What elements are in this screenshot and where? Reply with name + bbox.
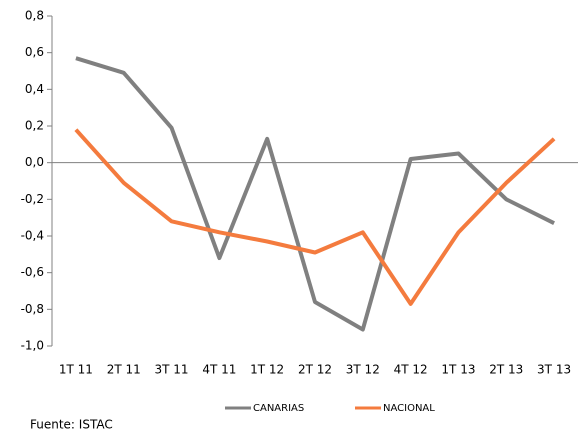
x-tick-label: 1T 11	[59, 363, 93, 377]
y-tick-label: -0,6	[21, 265, 44, 279]
y-tick-label: 0,8	[25, 9, 44, 23]
legend-label: CANARIAS	[253, 403, 304, 414]
y-tick-label: 0,0	[25, 155, 44, 169]
y-tick-label: 0,6	[25, 45, 44, 59]
x-tick-label: 3T 13	[537, 363, 571, 377]
y-tick-label: 0,2	[25, 119, 44, 133]
source-note: Fuente: ISTAC	[30, 418, 113, 432]
y-tick-label: -0,8	[21, 302, 44, 316]
x-tick-label: 3T 12	[346, 363, 380, 377]
y-tick-label: -1,0	[21, 339, 44, 353]
x-tick-label: 4T 12	[394, 363, 428, 377]
series-line	[74, 128, 556, 306]
x-tick-label: 1T 12	[250, 363, 284, 377]
legend-label: NACIONAL	[383, 403, 435, 414]
x-tick-label: 2T 12	[298, 363, 332, 377]
series-line	[75, 56, 555, 332]
x-tick-label: 2T 13	[489, 363, 523, 377]
x-tick-label: 2T 11	[107, 363, 141, 377]
y-tick-label: 0,4	[25, 82, 44, 96]
x-tick-label: 4T 11	[202, 363, 236, 377]
x-tick-label: 3T 11	[155, 363, 189, 377]
x-tick-label: 1T 13	[441, 363, 475, 377]
y-tick-label: -0,2	[21, 192, 44, 206]
y-tick-label: -0,4	[21, 229, 44, 243]
